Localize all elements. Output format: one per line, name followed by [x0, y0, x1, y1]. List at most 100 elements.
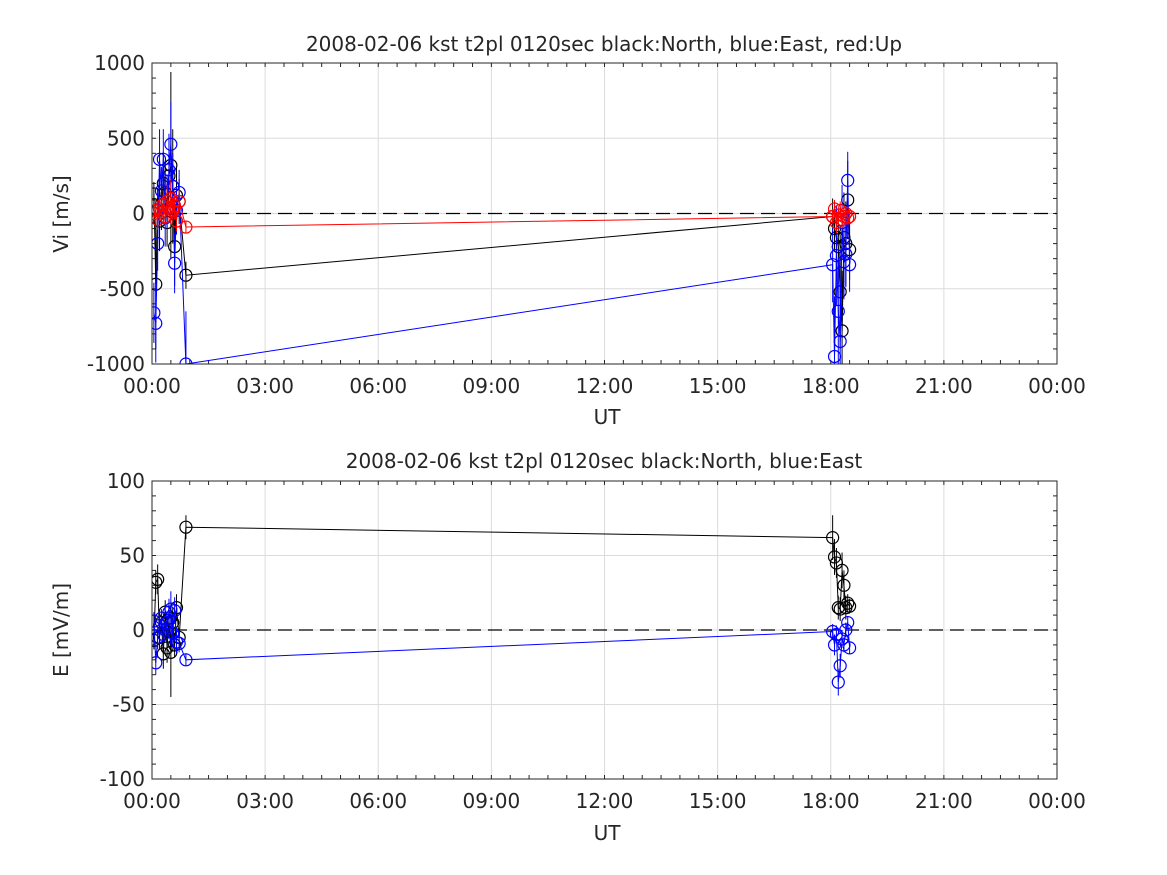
x-tick-label: 09:00: [463, 374, 521, 398]
data-point: [158, 623, 172, 637]
data-point: [839, 623, 853, 637]
data-point: [841, 173, 855, 187]
data-point: [826, 624, 840, 639]
data-point: [837, 578, 851, 592]
data-point: [835, 632, 849, 646]
data-point: [152, 316, 163, 330]
data-point: [833, 659, 847, 673]
x-tick-label: 03:00: [236, 374, 294, 398]
data-point: [160, 615, 174, 630]
data-point: [168, 199, 182, 213]
data-point: [152, 572, 165, 586]
data-point: [172, 636, 186, 651]
efield-chart-title: 2008-02-06 kst t2pl 0120sec black:North,…: [346, 449, 863, 473]
data-point: [164, 137, 178, 151]
data-point: [827, 349, 842, 364]
x-tick-label: 06:00: [349, 789, 407, 813]
axes-frame: [151, 62, 1058, 365]
data-point: [152, 237, 165, 251]
data-point: [826, 531, 840, 545]
data-point: [831, 675, 845, 689]
data-point: [172, 194, 186, 209]
x-tick-label: 18:00: [802, 374, 860, 398]
y-tick-label: 100: [107, 469, 145, 493]
velocity-panel: 2008-02-06 kst t2pl 0120sec black:North,…: [49, 32, 1086, 429]
series-line: [153, 144, 851, 364]
y-tick-label: -500: [100, 277, 145, 301]
data-point: [162, 163, 176, 177]
data-point: [156, 152, 170, 166]
x-tick-label: 09:00: [463, 789, 521, 813]
series-east: [152, 591, 857, 696]
data-point: [166, 626, 180, 640]
series-east: [152, 102, 857, 364]
series-line: [153, 526, 851, 654]
series-layer: [152, 72, 857, 364]
data-point: [168, 256, 182, 270]
data-point: [169, 214, 184, 228]
velocity-chart-title: 2008-02-06 kst t2pl 0120sec black:North,…: [306, 32, 902, 56]
efield-y-axis-label: E [mV/m]: [49, 583, 73, 677]
x-tick-label: 00:00: [1028, 789, 1086, 813]
x-tick-label: 03:00: [236, 789, 294, 813]
series-layer: [152, 515, 857, 698]
y-tick-label: 1000: [94, 51, 145, 75]
data-point: [162, 200, 176, 215]
x-tick-label: 15:00: [689, 789, 747, 813]
data-point: [179, 357, 193, 364]
data-point: [841, 596, 855, 610]
series-line: [153, 198, 850, 228]
data-point: [162, 605, 176, 619]
data-point: [841, 615, 855, 630]
data-point: [841, 211, 855, 225]
data-point: [843, 258, 857, 272]
series-line: [153, 607, 851, 683]
x-tick-label: 12:00: [576, 789, 634, 813]
y-tick-label: 0: [132, 202, 145, 226]
x-tick-label: 21:00: [915, 374, 973, 398]
data-point: [152, 152, 167, 166]
data-point: [827, 550, 842, 564]
y-tick-label: 50: [120, 544, 145, 568]
data-point: [843, 599, 857, 613]
series-north: [152, 72, 857, 364]
x-tick-label: 18:00: [802, 789, 860, 813]
y-tick-label: -50: [112, 693, 145, 717]
series-north: [152, 515, 857, 698]
series-line: [153, 165, 851, 331]
x-tick-label: 15:00: [689, 374, 747, 398]
x-tick-label: 06:00: [349, 374, 407, 398]
y-tick-label: -1000: [87, 352, 145, 376]
data-point: [843, 641, 857, 655]
data-point: [152, 212, 165, 227]
data-point: [160, 641, 174, 655]
data-point: [179, 220, 193, 234]
data-point: [179, 653, 193, 667]
data-point: [152, 656, 163, 670]
efield-x-axis-label: UT: [594, 821, 622, 845]
data-point: [179, 268, 193, 282]
data-point: [152, 306, 161, 320]
data-point: [168, 604, 182, 618]
efield-panel: 2008-02-06 kst t2pl 0120sec black:North,…: [49, 449, 1086, 845]
data-point: [831, 304, 845, 318]
x-tick-label: 12:00: [576, 374, 634, 398]
x-tick-label: 00:00: [123, 789, 181, 813]
data-point: [843, 209, 857, 224]
y-tick-label: -100: [100, 767, 145, 791]
axes-frame: [151, 480, 1058, 780]
x-tick-label: 21:00: [915, 789, 973, 813]
data-point: [169, 635, 184, 649]
series-up: [152, 178, 857, 234]
data-point: [835, 563, 849, 578]
x-tick-label: 00:00: [123, 374, 181, 398]
data-point: [835, 324, 849, 338]
data-point: [833, 334, 847, 349]
x-tick-label: 00:00: [1028, 374, 1086, 398]
data-point: [152, 575, 163, 589]
velocity-y-axis-label: Vi [m/s]: [49, 175, 73, 252]
velocity-x-axis-label: UT: [594, 405, 622, 429]
data-point: [179, 520, 193, 534]
y-tick-label: 500: [107, 126, 145, 150]
